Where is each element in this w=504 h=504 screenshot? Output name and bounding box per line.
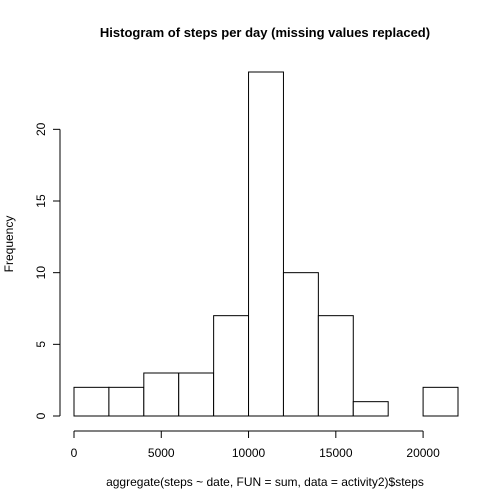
bars-group	[73, 71, 459, 417]
chart-title: Histogram of steps per day (missing valu…	[100, 25, 430, 40]
histogram-bar-8	[352, 401, 389, 417]
y-axis-label: Frequency	[2, 216, 16, 273]
histogram-bar-4	[213, 315, 250, 417]
x-axis-label: aggregate(steps ~ date, FUN = sum, data …	[106, 475, 424, 489]
y-tick-label: 0	[34, 412, 48, 419]
x-tick-label: 20000	[406, 446, 440, 460]
y-tick-label: 15	[34, 194, 48, 208]
histogram-bar-0	[73, 386, 110, 417]
x-tick-label: 15000	[319, 446, 353, 460]
y-tick-label: 5	[34, 341, 48, 348]
y-tick-label: 10	[34, 266, 48, 280]
y-ticks-group: 0 5 10 15 20	[34, 122, 60, 419]
histogram-bar-6	[282, 272, 319, 417]
x-tick-label: 10000	[232, 446, 266, 460]
histogram-bar-2	[143, 372, 180, 417]
histogram-bar-1	[108, 386, 145, 417]
histogram-bar-10	[422, 386, 459, 417]
x-tick-label: 5000	[148, 446, 175, 460]
x-ticks-group: 0 5000 10000 15000 20000	[71, 431, 440, 460]
y-tick-label: 20	[34, 122, 48, 136]
histogram-bar-7	[317, 315, 354, 417]
histogram-bar-5	[248, 71, 284, 417]
x-tick-label: 0	[71, 446, 78, 460]
histogram-bar-3	[178, 372, 215, 417]
